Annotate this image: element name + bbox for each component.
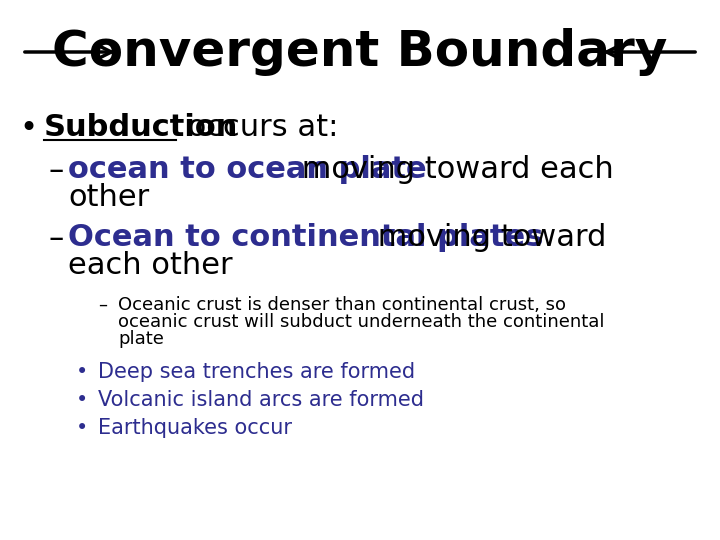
Text: ocean to ocean plate: ocean to ocean plate	[68, 156, 427, 185]
Text: moving toward each: moving toward each	[292, 156, 613, 185]
Text: •: •	[19, 113, 37, 143]
Text: Subduction: Subduction	[44, 113, 238, 143]
Text: moving toward: moving toward	[368, 224, 606, 253]
Text: –: –	[48, 224, 63, 253]
Text: –: –	[48, 156, 63, 185]
Text: •: •	[76, 362, 88, 382]
Text: Oceanic crust is denser than continental crust, so: Oceanic crust is denser than continental…	[118, 296, 566, 314]
Text: plate: plate	[118, 330, 164, 348]
Text: Ocean to continental plates: Ocean to continental plates	[68, 224, 544, 253]
Text: Volcanic island arcs are formed: Volcanic island arcs are formed	[98, 390, 424, 410]
Text: each other: each other	[68, 252, 233, 280]
Text: oceanic crust will subduct underneath the continental: oceanic crust will subduct underneath th…	[118, 313, 605, 331]
Text: other: other	[68, 184, 149, 213]
Text: Deep sea trenches are formed: Deep sea trenches are formed	[98, 362, 415, 382]
Text: •: •	[76, 418, 88, 438]
Text: Earthquakes occur: Earthquakes occur	[98, 418, 292, 438]
Text: occurs at:: occurs at:	[178, 113, 338, 143]
Text: –: –	[98, 296, 107, 314]
Text: Convergent Boundary: Convergent Boundary	[53, 28, 667, 76]
Text: •: •	[76, 390, 88, 410]
